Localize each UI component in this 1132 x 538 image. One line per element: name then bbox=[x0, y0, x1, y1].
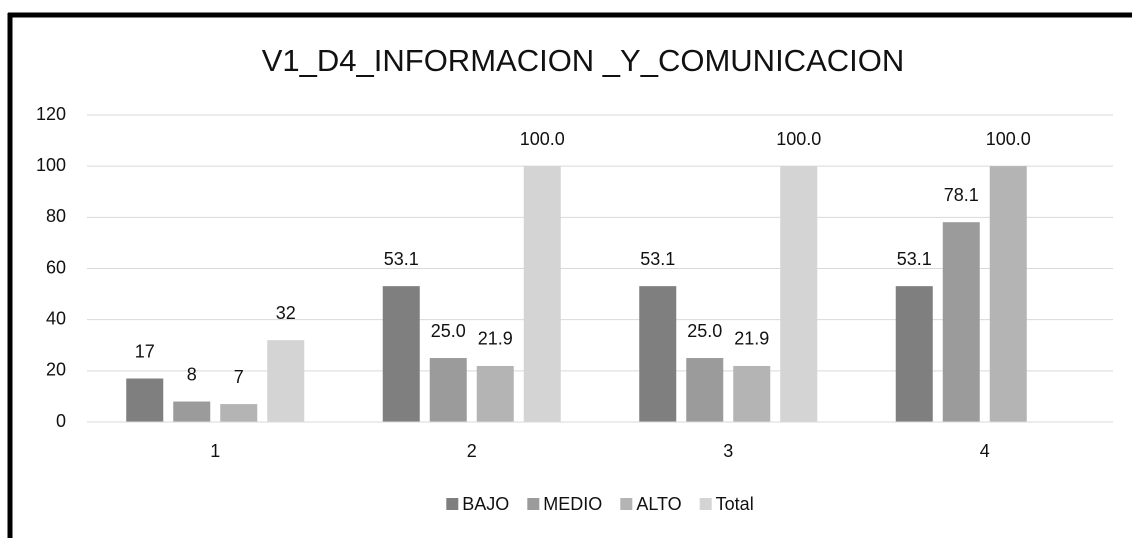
data-label: 7 bbox=[234, 367, 244, 387]
data-label: 78.1 bbox=[944, 185, 979, 205]
data-label: 100.0 bbox=[776, 129, 821, 149]
bar bbox=[126, 378, 164, 422]
data-label: 8 bbox=[187, 364, 197, 384]
data-label: 32 bbox=[276, 303, 296, 323]
bar bbox=[780, 166, 818, 422]
legend-swatch bbox=[620, 498, 633, 510]
data-label: 53.1 bbox=[640, 249, 675, 269]
legend-label: ALTO bbox=[636, 494, 681, 514]
bar bbox=[267, 340, 305, 422]
data-label: 21.9 bbox=[478, 329, 513, 349]
bar bbox=[686, 358, 724, 422]
legend-label: MEDIO bbox=[543, 494, 602, 514]
bar bbox=[895, 286, 933, 422]
y-tick-label: 0 bbox=[56, 411, 66, 431]
data-label: 25.0 bbox=[687, 321, 722, 341]
bar bbox=[523, 166, 561, 422]
legend-swatch bbox=[699, 498, 712, 510]
x-tick-label: 3 bbox=[723, 441, 733, 461]
chart-title: V1_D4_INFORMACION _Y_COMUNICACION bbox=[262, 43, 905, 78]
legend-swatch bbox=[527, 498, 540, 510]
bar bbox=[733, 365, 771, 422]
bar bbox=[476, 365, 514, 422]
y-tick-label: 20 bbox=[46, 360, 66, 380]
bar bbox=[639, 286, 677, 422]
y-tick-label: 80 bbox=[46, 206, 66, 226]
y-tick-label: 40 bbox=[46, 308, 66, 328]
x-tick-label: 4 bbox=[980, 441, 990, 461]
data-label: 100.0 bbox=[520, 129, 565, 149]
bar bbox=[382, 286, 420, 422]
legend-label: Total bbox=[716, 494, 754, 514]
data-label: 53.1 bbox=[384, 249, 419, 269]
data-label: 53.1 bbox=[897, 249, 932, 269]
bar bbox=[173, 401, 211, 422]
legend-swatch bbox=[446, 498, 459, 510]
legend-label: BAJO bbox=[462, 494, 509, 514]
data-label: 21.9 bbox=[734, 329, 769, 349]
x-tick-label: 2 bbox=[467, 441, 477, 461]
y-tick-label: 60 bbox=[46, 257, 66, 277]
y-tick-label: 120 bbox=[36, 104, 66, 124]
data-label: 17 bbox=[135, 341, 155, 361]
data-label: 25.0 bbox=[431, 321, 466, 341]
data-label: 100.0 bbox=[986, 129, 1031, 149]
x-tick-label: 1 bbox=[210, 441, 220, 461]
bar bbox=[942, 222, 980, 422]
bar bbox=[220, 404, 258, 422]
bar bbox=[989, 166, 1027, 422]
bar bbox=[429, 358, 467, 422]
y-tick-label: 100 bbox=[36, 155, 66, 175]
